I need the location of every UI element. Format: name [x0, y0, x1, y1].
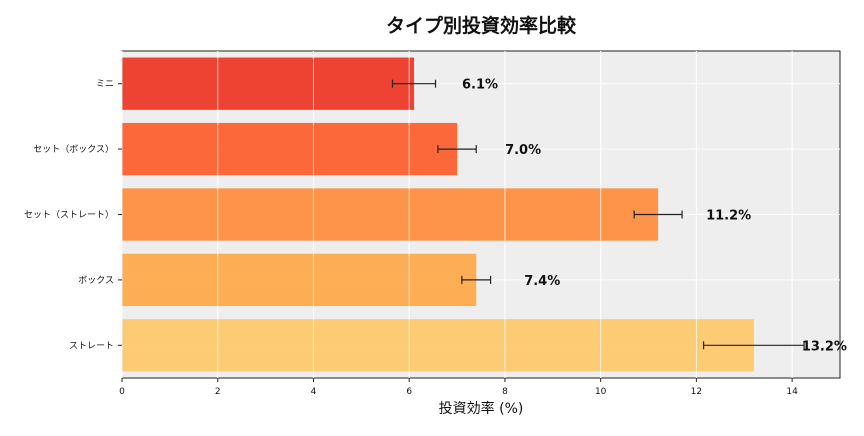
error-bars: [391, 79, 805, 350]
y-tick-label: ボックス: [78, 275, 114, 286]
bar: [122, 57, 414, 110]
chart-title: タイプ別投資効率比較: [386, 14, 577, 37]
x-axis-label: 投資効率 (%): [439, 400, 524, 417]
value-label: 6.1%: [462, 78, 498, 93]
x-tick-label: 0: [119, 387, 125, 397]
x-tick-label: 14: [786, 387, 798, 397]
value-label: 7.4%: [524, 274, 560, 289]
x-tick-label: 12: [691, 387, 702, 397]
y-tick-label: ストレート: [69, 341, 114, 351]
x-tick-label: 2: [215, 387, 221, 397]
value-label: 11.2%: [706, 209, 751, 224]
value-labels: 6.1% 7.0% 11.2% 7.4% 13.2%: [462, 78, 847, 355]
x-tick-label: 6: [406, 387, 412, 397]
y-tick-label: ミニ: [96, 80, 114, 90]
bar: [122, 188, 659, 241]
x-tick-label: 8: [502, 387, 508, 397]
bars: [121, 51, 793, 378]
bar: [122, 122, 458, 176]
x-tick-labels: 0 2 4 6 8 10 12 14: [119, 378, 798, 397]
x-tick-label: 4: [311, 387, 317, 397]
bar: [122, 319, 754, 372]
y-tick-label: セット（ストレート）: [24, 210, 114, 221]
bar: [122, 253, 477, 307]
x-tick-label: 10: [595, 387, 607, 397]
value-label: 13.2%: [802, 339, 847, 354]
value-label: 7.0%: [505, 143, 541, 158]
y-tick-label: セット（ボックス）: [33, 144, 114, 155]
